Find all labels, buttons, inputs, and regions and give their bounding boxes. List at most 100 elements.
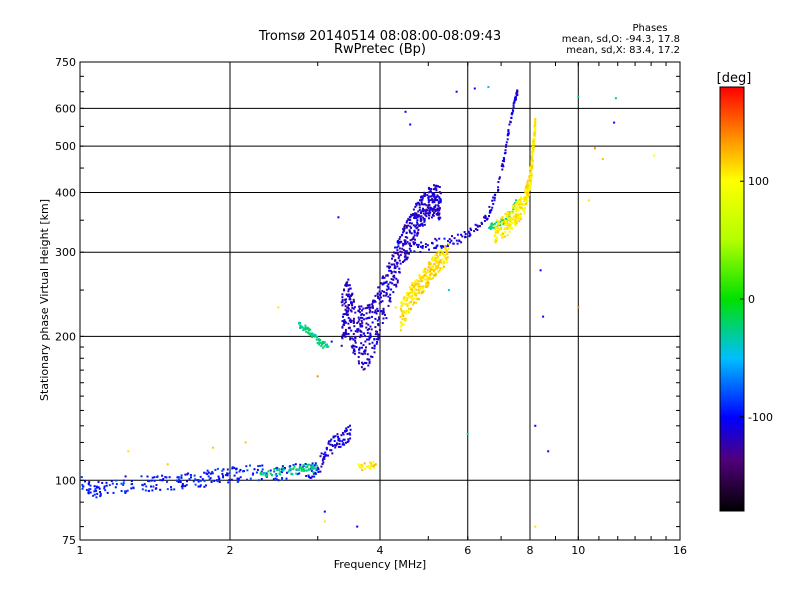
- echo-point: [383, 290, 386, 293]
- echo-point: [391, 257, 393, 260]
- echo-point: [418, 274, 421, 277]
- echo-point: [403, 296, 406, 299]
- echo-point: [396, 246, 399, 249]
- echo-point: [345, 312, 348, 315]
- echo-point: [379, 294, 382, 296]
- echo-point: [423, 223, 426, 226]
- echo-point: [528, 188, 531, 191]
- echo-point: [354, 330, 357, 333]
- echo-point: [362, 332, 365, 335]
- echo-point: [515, 207, 518, 209]
- echo-point: [363, 367, 366, 370]
- echo-point: [447, 247, 450, 250]
- echo-point: [165, 476, 168, 479]
- echo-point: [347, 307, 350, 310]
- echo-point: [428, 209, 431, 212]
- echo-point: [534, 525, 537, 528]
- echo-point: [228, 478, 231, 481]
- echo-point: [421, 286, 424, 289]
- y-tick-label: 400: [55, 186, 76, 199]
- echo-point: [403, 318, 406, 321]
- echo-point: [399, 236, 402, 238]
- echo-point: [162, 478, 165, 480]
- echo-point: [528, 176, 531, 179]
- echo-point: [428, 275, 431, 278]
- echo-point: [504, 145, 507, 148]
- echo-point: [443, 260, 445, 263]
- echo-point: [529, 167, 532, 170]
- echo-point: [371, 311, 374, 314]
- echo-point: [601, 158, 604, 160]
- echo-point: [449, 241, 452, 244]
- echo-point: [356, 525, 359, 528]
- echo-point: [527, 183, 530, 186]
- echo-point: [514, 98, 517, 101]
- echo-point: [353, 350, 356, 352]
- echo-point: [495, 236, 498, 239]
- echo-point: [410, 222, 413, 225]
- echo-point: [404, 241, 406, 244]
- echo-point: [360, 335, 363, 338]
- echo-point: [408, 252, 410, 255]
- echo-point: [526, 196, 529, 199]
- echo-point: [494, 193, 497, 196]
- echo-point: [349, 338, 352, 341]
- echo-point: [155, 487, 158, 490]
- echo-point: [342, 313, 345, 316]
- echo-point: [349, 437, 352, 440]
- echo-point: [298, 468, 301, 471]
- echo-point: [423, 194, 426, 197]
- echo-point: [348, 298, 351, 301]
- echo-point: [443, 237, 446, 240]
- echo-point: [443, 261, 446, 264]
- echo-point: [506, 234, 509, 237]
- echo-point: [427, 196, 430, 199]
- echo-point: [495, 219, 498, 222]
- echo-point: [529, 186, 531, 189]
- echo-point: [347, 295, 349, 298]
- echo-point: [357, 463, 360, 466]
- echo-point: [350, 319, 352, 322]
- echo-point: [338, 439, 341, 442]
- echo-point: [409, 123, 412, 126]
- echo-point: [420, 241, 423, 244]
- echo-point: [418, 283, 421, 286]
- echo-point: [320, 465, 323, 468]
- echo-point: [445, 259, 448, 262]
- echo-point: [439, 253, 441, 256]
- echo-point: [406, 236, 409, 239]
- echo-point: [199, 475, 202, 478]
- echo-point: [382, 282, 385, 285]
- echo-point: [401, 311, 404, 314]
- echo-point: [429, 273, 432, 276]
- echo-point: [393, 274, 396, 277]
- echo-point: [226, 473, 229, 475]
- echo-point: [349, 318, 352, 321]
- echo-point: [334, 446, 337, 449]
- echo-point: [394, 259, 397, 261]
- echo-point: [218, 481, 221, 483]
- echo-point: [369, 325, 372, 328]
- echo-point: [151, 489, 154, 492]
- echo-point: [396, 281, 399, 284]
- echo-point: [197, 479, 200, 482]
- echo-point: [185, 484, 188, 486]
- echo-point: [361, 465, 364, 468]
- echo-point: [350, 301, 352, 304]
- echo-point: [377, 324, 380, 327]
- echo-point: [534, 121, 537, 124]
- echo-point: [427, 201, 430, 204]
- echo-point: [515, 209, 518, 212]
- echo-point: [413, 297, 416, 300]
- echo-point: [406, 297, 409, 300]
- echo-point: [524, 206, 526, 209]
- echo-point: [376, 292, 379, 295]
- echo-point: [414, 287, 417, 290]
- echo-point: [99, 493, 102, 495]
- echo-point: [369, 309, 372, 312]
- echo-point: [437, 266, 439, 269]
- echo-point: [418, 209, 421, 211]
- echo-point: [416, 284, 419, 287]
- echo-point: [314, 467, 317, 470]
- echo-point: [498, 227, 501, 230]
